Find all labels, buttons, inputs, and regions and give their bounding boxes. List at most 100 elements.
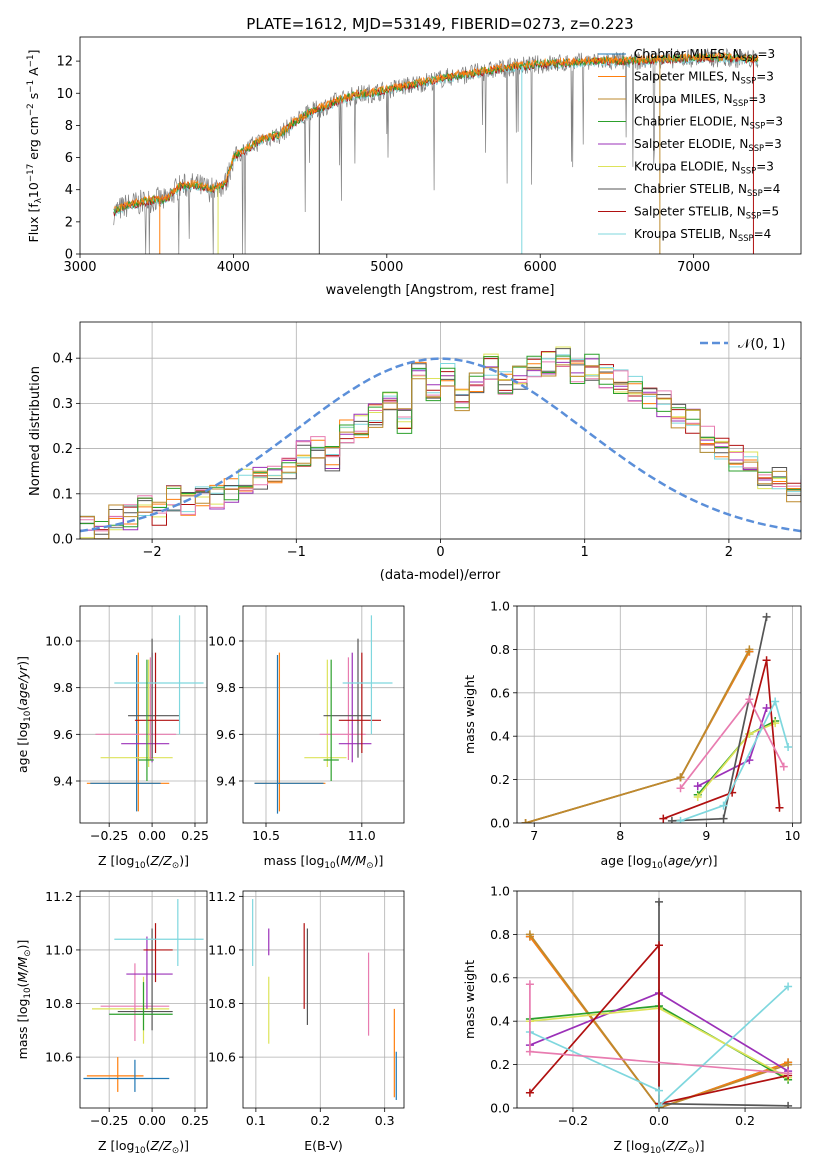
label-part: =4 (754, 227, 772, 241)
weight-marker (762, 656, 771, 665)
weight-line (529, 936, 789, 1108)
x-tick-label: 0.2 (735, 1113, 755, 1128)
label-part: =3 (765, 115, 783, 129)
label-part: ( (336, 853, 341, 868)
y-tick-label: 10.6 (208, 1050, 236, 1065)
label-part: Salpeter STELIB, N (634, 205, 746, 219)
label-part: 10 (23, 711, 33, 722)
label-part: ⊙ (23, 949, 33, 956)
x-tick-label: 0.1 (246, 1113, 266, 1128)
x-tick-label: −0.25 (90, 1113, 128, 1128)
label-part: )] (15, 656, 30, 666)
y-tick-label: 0.0 (52, 533, 73, 548)
weight-marker (655, 1086, 663, 1095)
label-part: A (26, 67, 41, 80)
x-tick-label: 10 (784, 828, 800, 843)
legend-label: Salpeter STELIB, NSSP=5 (634, 205, 779, 221)
label-part: ( (15, 983, 30, 988)
x-tick-label: 9 (702, 828, 710, 843)
legend-label: Salpeter ELODIE, NSSP=3 (634, 137, 782, 153)
label-part: )] (374, 853, 384, 868)
y-tick-label: 10 (56, 87, 73, 102)
weight-marker (525, 930, 534, 939)
mass-vs-ebv-panel: 0.1 0.2 0.3 10.6 10.8 11.0 11.2 E(B-V) (208, 889, 405, 1153)
y-tick-label: 10.0 (45, 634, 73, 649)
weight-marker (745, 645, 754, 654)
label-part: ⊙ (366, 861, 373, 871)
residual-histogram (80, 353, 801, 528)
model-spectrum (113, 52, 759, 215)
weight-line (671, 616, 768, 822)
axes-frame (242, 890, 405, 1109)
y-tick-label: 1.0 (490, 599, 510, 614)
y-tick-label: 0.6 (490, 970, 510, 985)
x-tick-label: −2 (143, 545, 162, 560)
label-part: M/M (15, 957, 30, 983)
label-part: M/M (340, 853, 366, 868)
y-tick-label: 0.3 (52, 397, 73, 412)
label-part: =3 (756, 160, 774, 174)
label-part: Z [log (614, 1138, 650, 1153)
plot-area (521, 612, 793, 823)
weight-marker (525, 1088, 534, 1097)
y-tick-label: 0.1 (52, 487, 73, 502)
label-part: =3 (756, 70, 774, 84)
residual-histogram-panel: −2 −1 0 1 2 0.0 0.1 0.2 0.3 0.4 𝒩(0, 1) (data-model… (28, 321, 802, 583)
age-vs-mass-panel: 10.5 11.0 9.4 9.6 9.8 10.0 mass [log10(M/M⊙)] (208, 605, 405, 871)
y-tick-label: 0 (65, 248, 73, 263)
y-tick-label: 0.2 (490, 772, 510, 787)
weight-marker (771, 697, 780, 706)
label-part: Salpeter MILES, N (634, 70, 741, 84)
y-tick-label: 10.8 (45, 996, 73, 1011)
label-part: Chabrier STELIB, N (634, 182, 747, 196)
weight-marker (719, 801, 728, 810)
weight-line (525, 651, 751, 823)
spectrum-ylabel: Flux [fλ10−17 erg cm−2 s−1 A−1] (26, 50, 44, 243)
x-tick-label: 3000 (63, 260, 96, 275)
label-part: )] (179, 853, 189, 868)
label-part: −1 (26, 54, 36, 67)
y-tick-label: 12 (56, 55, 73, 70)
x-tick-label: 5000 (370, 260, 403, 275)
label-part: 10 (26, 182, 41, 198)
plot-area (525, 897, 793, 1108)
weight-marker (775, 803, 784, 812)
mass-vs-z-panel-ylabel: mass [log10(M/M⊙)] (15, 940, 33, 1060)
label-part: mass [log (15, 999, 30, 1060)
weight-marker (745, 695, 754, 704)
label-part: SSP (747, 188, 763, 198)
label-part: age [log (600, 853, 651, 868)
weight-marker (784, 1101, 793, 1108)
weight-marker (762, 703, 771, 712)
y-tick-label: 1.0 (490, 884, 510, 899)
label-part: =4 (763, 182, 781, 196)
label-part: )] (179, 1138, 189, 1153)
x-tick-label: 0.25 (181, 1113, 209, 1128)
label-part: SSP (733, 98, 749, 108)
label-part: Kroupa STELIB, N (634, 227, 738, 241)
label-part: −17 (26, 164, 36, 182)
label-part: SSP (742, 53, 758, 63)
model-spectrum (113, 51, 759, 212)
weight-marker (676, 816, 685, 823)
y-tick-label: 4 (65, 183, 73, 198)
label-part: ( (661, 1138, 666, 1153)
weight-line (525, 651, 751, 823)
legend-label: Chabrier ELODIE, NSSP=3 (634, 115, 783, 131)
x-tick-label: 0.2 (310, 1113, 330, 1128)
x-tick-label: 0.00 (138, 828, 166, 843)
y-tick-label: 0.2 (490, 1057, 510, 1072)
x-tick-label: −1 (287, 545, 306, 560)
legend-label: Salpeter MILES, NSSP=3 (634, 70, 774, 86)
axes-frame (79, 36, 802, 255)
weight-marker (655, 941, 663, 950)
y-tick-label: 0.4 (52, 352, 73, 367)
spectrum-title: PLATE=1612, MJD=53149, FIBERID=0273, z=0… (246, 15, 633, 33)
label-part: 10 (134, 861, 145, 871)
label-part: Z [log (98, 1138, 134, 1153)
label-part: SSP (738, 233, 754, 243)
label-part: 10 (652, 861, 663, 871)
label-part: Kroupa MILES, N (634, 92, 733, 106)
y-tick-label: 9.8 (53, 680, 73, 695)
weight-marker (719, 814, 728, 823)
